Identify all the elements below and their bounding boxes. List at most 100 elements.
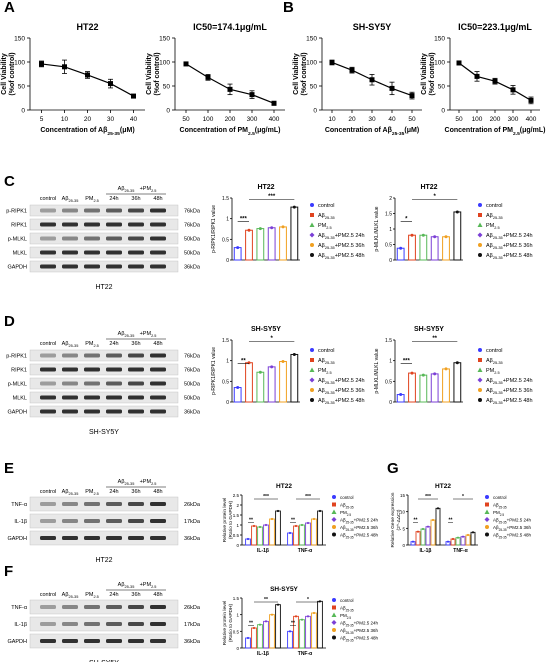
blot-strip [29, 232, 179, 245]
blot-band [40, 409, 56, 414]
legend-label: control [340, 598, 354, 603]
sig-label: ** [291, 518, 295, 524]
blot-band [84, 519, 100, 523]
blot-kda-label: 36kDa [184, 536, 201, 542]
blot-strip [29, 513, 179, 529]
y-axis-label: Relative protein level [222, 601, 228, 646]
legend-marker [309, 367, 315, 372]
lane-label-36h: 36h [131, 592, 140, 598]
blot-band [84, 367, 100, 372]
blot-band [40, 605, 56, 609]
blot-band [106, 353, 122, 358]
y-tick-label: 0.5 [385, 243, 392, 249]
blot-row-label: GAPDH [7, 410, 27, 416]
lane-label-abeta: Aβ25-35 [62, 592, 79, 599]
y-axis-label-2: (Ratio to GAPDH) [228, 501, 234, 540]
lane-label-24h: 24h [109, 341, 118, 347]
chart-title: SH-SY5Y [353, 22, 392, 32]
y-tick-label: 0 [21, 108, 25, 115]
data-point [247, 228, 251, 232]
blot-band [62, 519, 78, 523]
bar [267, 227, 276, 261]
chart-title: IC50=223.1μg/mL [458, 22, 532, 32]
blot-band [128, 409, 144, 414]
blot-row-label: p-MLKL [8, 382, 27, 388]
bar [430, 236, 439, 261]
legend-label: Aβ25-35+PM2.5 48h [493, 533, 532, 540]
blot-band [128, 605, 144, 609]
data-point [312, 611, 316, 615]
bar [290, 206, 299, 261]
y-tick-label: 50 [18, 84, 26, 91]
lane-group-label: Aβ25-35 [118, 186, 135, 193]
legend-label: Aβ25-35+PM2.5 48h [318, 398, 365, 405]
x-tick-label: 100 [472, 116, 483, 123]
blot-band [150, 605, 166, 609]
y-tick-label: 0 [236, 543, 239, 548]
blot-band [150, 409, 166, 414]
data-point [369, 77, 375, 83]
data-point [436, 507, 440, 510]
x-group-label: IL-1β [257, 548, 269, 554]
blot-band [62, 622, 78, 626]
x-group-label: IL-1β [257, 651, 269, 657]
data-point [270, 613, 274, 616]
bar [396, 247, 405, 261]
x-tick-label: 30 [107, 116, 115, 123]
bar [435, 507, 441, 546]
data-point [421, 527, 425, 531]
blot-band [106, 236, 122, 241]
legend-D1: control Aβ25-35 PM2.5 Aβ25-35+PM2.5 24h Aβ25… [309, 348, 365, 405]
legend-label: Aβ25-35+PM2.5 36h [340, 628, 379, 635]
data-point [270, 517, 274, 521]
bar [408, 372, 416, 403]
y-tick-label: 0.5 [385, 379, 392, 385]
bar [263, 620, 269, 649]
data-point [329, 59, 335, 65]
legend-marker [332, 598, 336, 602]
blot-strip [29, 616, 179, 632]
blot-band [84, 208, 100, 213]
y-tick-label: 1.5 [233, 596, 240, 601]
data-point [456, 536, 460, 539]
x-tick-label: 400 [269, 116, 280, 123]
bar-chart-F: 00.511.5IL-1β****TNF-α***SH-SY5Y [233, 586, 326, 657]
data-point [249, 92, 255, 98]
bar [256, 371, 265, 403]
lane-label-control: control [40, 592, 57, 598]
y-tick-label: 150 [159, 36, 170, 43]
blot-band [128, 222, 144, 227]
blot-row-label: MLKL [13, 251, 27, 257]
blot-band [40, 222, 56, 227]
bar [442, 236, 450, 261]
legend-marker [332, 635, 336, 640]
y-tick-label: 1 [236, 613, 239, 618]
sig-label: *** [263, 494, 269, 500]
legend-marker [331, 612, 337, 617]
bar-chart-C-2: 0 0.5 1 1.5 2 HT22 p-MLKL/MLKL value * * [374, 184, 463, 264]
x-axis-label: Concentration of PM2.5(μg/mL) [180, 127, 281, 137]
y-axis-label: p-RIPK1/RIPK1 value [211, 205, 217, 253]
sig-label: ** [291, 621, 295, 627]
panel-letter-f: F [4, 563, 13, 580]
x-tick-label: 50 [182, 116, 190, 123]
lane-label-48h: 48h [153, 341, 162, 347]
legend-label: Aβ25-35 [486, 358, 503, 365]
data-point [258, 623, 262, 626]
data-point [264, 523, 268, 527]
lane-label-48h: 48h [153, 489, 162, 495]
blot-band [106, 264, 122, 269]
legend-label: Aβ25-35+PM2.5 24h [340, 621, 379, 628]
line-chart-B-right: 0 50 100 150 50 100 200 300 400 IC50=223.1μg/mL Ce… [421, 22, 540, 123]
bar [233, 387, 242, 403]
data-point [466, 533, 470, 537]
blot-band [150, 264, 166, 269]
x-group-label: TNF-α [298, 651, 313, 657]
x-group-label: IL-1β [420, 548, 432, 554]
bar [269, 518, 275, 546]
data-point [444, 235, 448, 239]
blot-band [128, 236, 144, 241]
legend-marker [478, 388, 482, 392]
y-tick-label: 2.5 [233, 493, 240, 498]
